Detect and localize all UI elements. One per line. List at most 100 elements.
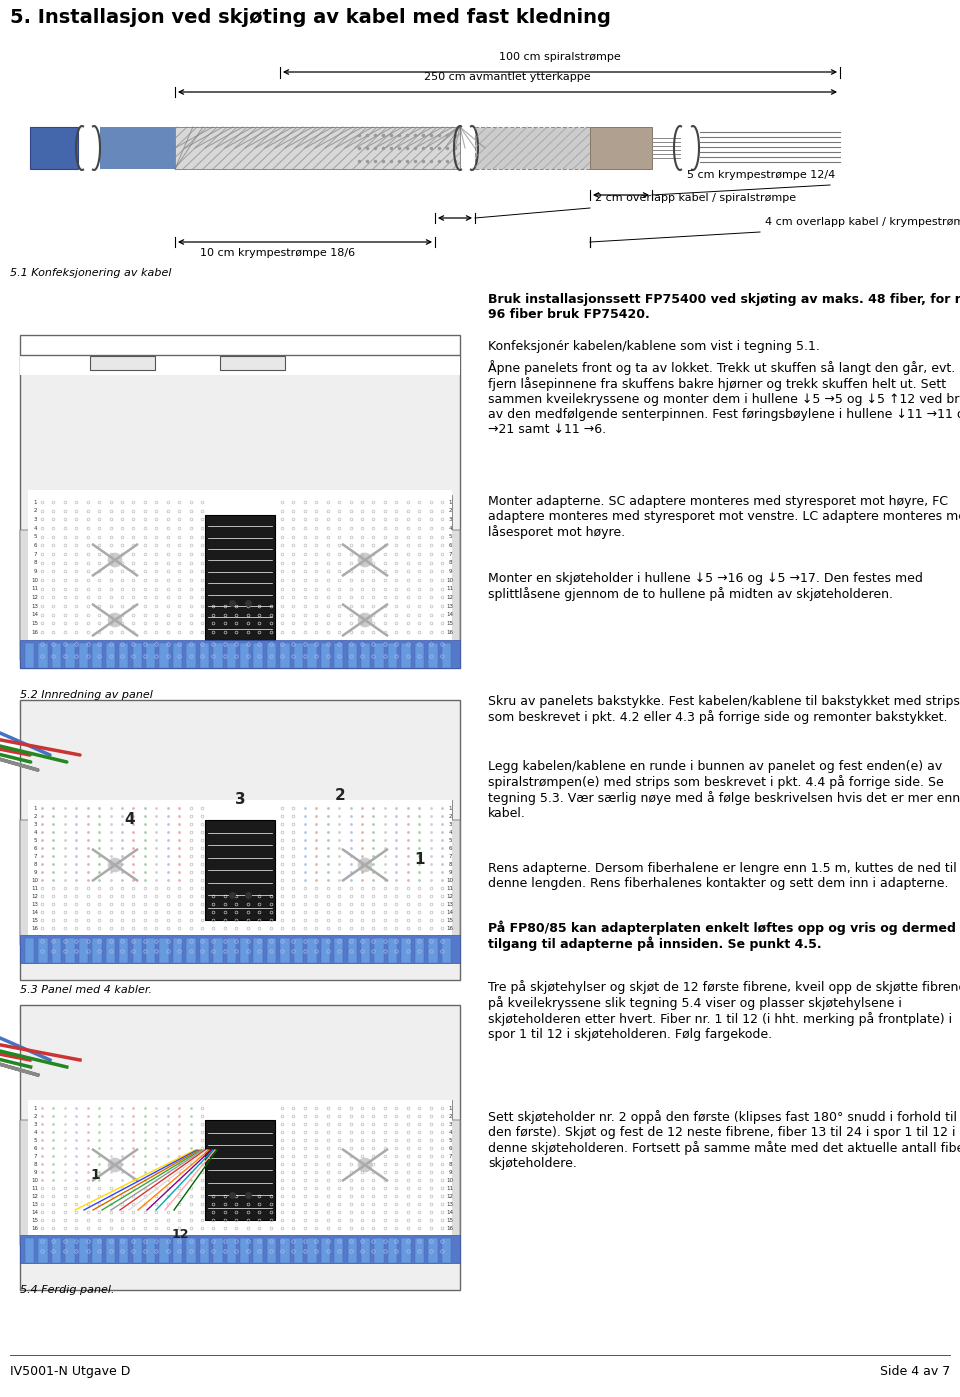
Text: 5: 5 bbox=[34, 1137, 36, 1143]
Text: 16: 16 bbox=[32, 630, 38, 634]
Text: 12: 12 bbox=[446, 894, 453, 898]
Bar bbox=[146, 937, 156, 963]
Text: 2: 2 bbox=[335, 788, 346, 802]
Text: 13: 13 bbox=[32, 604, 38, 609]
Text: 15: 15 bbox=[32, 918, 38, 922]
Bar bbox=[52, 937, 61, 963]
Text: 8: 8 bbox=[34, 1161, 36, 1166]
Text: 4: 4 bbox=[34, 1130, 36, 1134]
Bar bbox=[20, 1235, 460, 1263]
Bar bbox=[28, 1099, 452, 1235]
Text: Sett skjøteholder nr. 2 oppå den første (klipses fast 180° snudd i forhold til
d: Sett skjøteholder nr. 2 oppå den første … bbox=[488, 1111, 960, 1171]
Bar bbox=[401, 1238, 411, 1263]
Polygon shape bbox=[20, 529, 60, 659]
Bar bbox=[65, 1238, 75, 1263]
Bar bbox=[361, 937, 371, 963]
Text: 12: 12 bbox=[32, 894, 38, 898]
Text: 16: 16 bbox=[32, 925, 38, 930]
Text: 3: 3 bbox=[34, 1122, 36, 1126]
Bar bbox=[28, 1099, 452, 1245]
Text: 7: 7 bbox=[448, 1154, 452, 1158]
Text: 1: 1 bbox=[90, 1168, 100, 1182]
Bar bbox=[227, 643, 236, 668]
Text: 4 cm overlapp kabel / krympestrømpe: 4 cm overlapp kabel / krympestrømpe bbox=[765, 217, 960, 226]
Text: 10: 10 bbox=[32, 877, 38, 883]
Text: 2: 2 bbox=[34, 509, 36, 513]
Text: 6: 6 bbox=[448, 1146, 452, 1151]
Text: 14: 14 bbox=[32, 909, 38, 915]
Bar bbox=[442, 643, 451, 668]
Bar bbox=[213, 643, 223, 668]
Text: IV5001-N Utgave D: IV5001-N Utgave D bbox=[10, 1365, 131, 1377]
Text: 14: 14 bbox=[32, 612, 38, 617]
Text: Konfeksjonér kabelen/kablene som vist i tegning 5.1.: Konfeksjonér kabelen/kablene som vist i … bbox=[488, 339, 820, 353]
Text: 11: 11 bbox=[32, 587, 38, 591]
Bar bbox=[52, 643, 61, 668]
Bar bbox=[401, 643, 411, 668]
Bar bbox=[159, 1238, 169, 1263]
Text: 4: 4 bbox=[448, 525, 452, 531]
Bar bbox=[20, 355, 460, 374]
Bar bbox=[90, 356, 155, 370]
Text: 5: 5 bbox=[448, 837, 452, 842]
Text: 10: 10 bbox=[32, 577, 38, 583]
Circle shape bbox=[108, 553, 122, 567]
Text: 8: 8 bbox=[34, 560, 36, 566]
Bar bbox=[227, 937, 236, 963]
Text: 2: 2 bbox=[448, 813, 452, 819]
Text: 8: 8 bbox=[448, 1161, 452, 1166]
Text: 15: 15 bbox=[446, 918, 453, 922]
Text: 6: 6 bbox=[448, 543, 452, 548]
Bar bbox=[590, 127, 652, 169]
Bar bbox=[79, 1238, 88, 1263]
Bar bbox=[159, 937, 169, 963]
Bar bbox=[253, 1238, 263, 1263]
Circle shape bbox=[358, 553, 372, 567]
Bar bbox=[106, 937, 115, 963]
Text: 5.4 Ferdig panel.: 5.4 Ferdig panel. bbox=[20, 1285, 114, 1295]
Text: 2: 2 bbox=[448, 509, 452, 513]
Bar bbox=[38, 643, 48, 668]
Bar bbox=[334, 937, 344, 963]
Text: Legg kabelen/kablene en runde i bunnen av panelet og fest enden(e) av
spiralstrø: Legg kabelen/kablene en runde i bunnen a… bbox=[488, 760, 960, 820]
Bar bbox=[227, 1238, 236, 1263]
Bar bbox=[28, 490, 452, 640]
Bar bbox=[200, 937, 209, 963]
Bar bbox=[65, 643, 75, 668]
Text: 13: 13 bbox=[446, 1201, 453, 1207]
Bar bbox=[38, 937, 48, 963]
Text: 8: 8 bbox=[34, 862, 36, 866]
Bar bbox=[173, 1238, 182, 1263]
Text: 11: 11 bbox=[446, 587, 453, 591]
Text: 4: 4 bbox=[125, 813, 135, 827]
Bar bbox=[132, 1238, 142, 1263]
Bar bbox=[146, 643, 156, 668]
Text: 5 cm krympestrømpe 12/4: 5 cm krympestrømpe 12/4 bbox=[686, 170, 835, 180]
Bar bbox=[28, 495, 452, 659]
Bar bbox=[374, 937, 384, 963]
Bar bbox=[92, 643, 102, 668]
Text: 1: 1 bbox=[448, 500, 452, 504]
Text: 3: 3 bbox=[34, 517, 36, 522]
Text: Tre på skjøtehylser og skjøt de 12 første fibrene, kveil opp de skjøtte fibrene
: Tre på skjøtehylser og skjøt de 12 først… bbox=[488, 981, 960, 1041]
Circle shape bbox=[108, 858, 122, 872]
Circle shape bbox=[358, 613, 372, 627]
Text: 12: 12 bbox=[446, 1193, 453, 1199]
Text: 10: 10 bbox=[446, 577, 453, 583]
Text: 10 cm krympestrømpe 18/6: 10 cm krympestrømpe 18/6 bbox=[200, 249, 355, 258]
Text: 11: 11 bbox=[446, 1186, 453, 1190]
Bar bbox=[38, 1238, 48, 1263]
Bar bbox=[200, 643, 209, 668]
Text: 10: 10 bbox=[32, 1178, 38, 1182]
Bar bbox=[25, 643, 35, 668]
Bar bbox=[20, 1004, 460, 1289]
Text: 6: 6 bbox=[448, 845, 452, 851]
Bar bbox=[200, 1238, 209, 1263]
Bar bbox=[159, 643, 169, 668]
Bar bbox=[119, 937, 129, 963]
Bar bbox=[20, 1009, 135, 1023]
Text: 5.1 Konfeksjonering av kabel: 5.1 Konfeksjonering av kabel bbox=[10, 268, 172, 278]
Bar bbox=[150, 1009, 220, 1023]
Bar bbox=[307, 643, 317, 668]
Text: 2: 2 bbox=[34, 1113, 36, 1119]
